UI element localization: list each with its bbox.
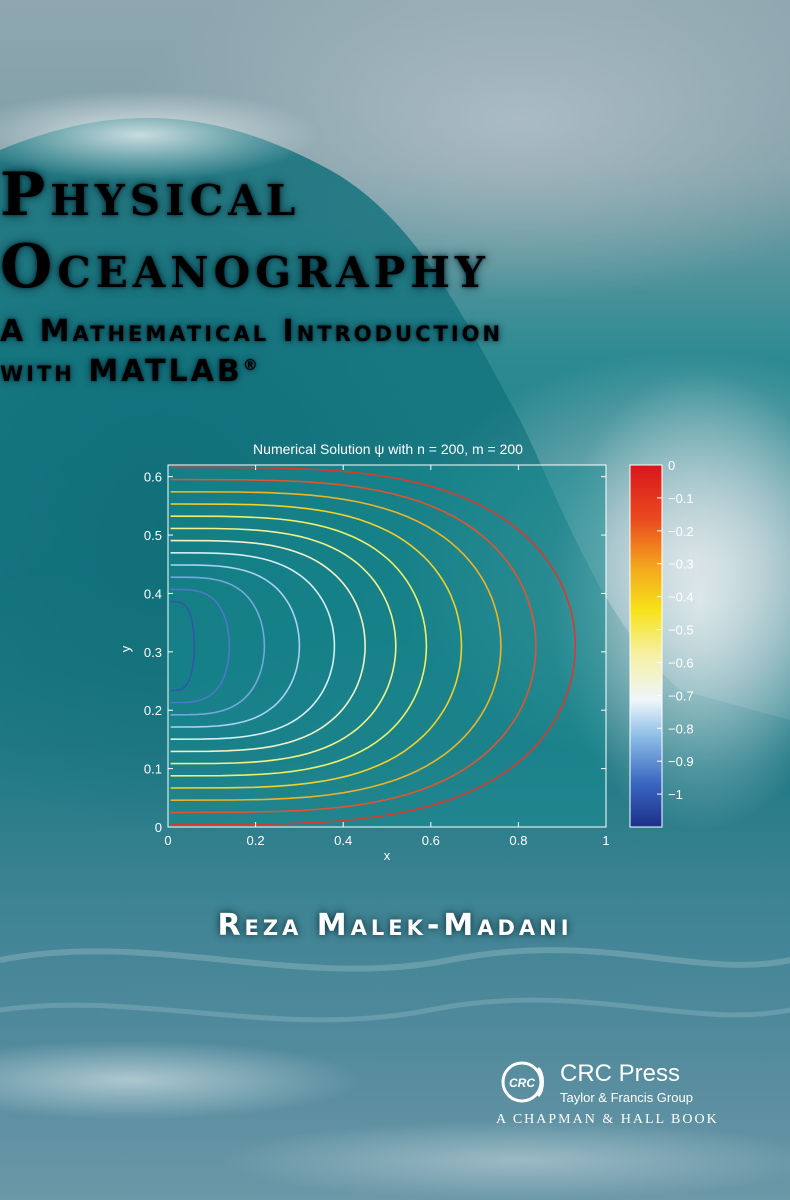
x-tick-label: 1 xyxy=(602,833,609,848)
book-author: Reza Malek-Madani xyxy=(217,908,573,943)
x-tick-label: 0.4 xyxy=(334,833,352,848)
contour-lines xyxy=(170,466,577,826)
colorbar-tick-label: 0 xyxy=(668,458,675,473)
colorbar-tick-label: −0.8 xyxy=(668,721,694,736)
colorbar-tick-label: −0.4 xyxy=(668,590,694,605)
colorbar-tick-label: −0.5 xyxy=(668,623,694,638)
contour-line xyxy=(170,588,231,704)
subtitle-text: with MATLAB xyxy=(0,354,243,389)
contour-line xyxy=(170,478,537,814)
book-subtitle-line1: A Mathematical Introduction xyxy=(0,314,504,349)
contour-line xyxy=(170,552,336,740)
publisher-imprint: A CHAPMAN & HALL BOOK xyxy=(496,1112,719,1127)
svg-text:CRC: CRC xyxy=(509,1076,535,1090)
crc-logo-icon: CRC xyxy=(501,1061,544,1103)
x-axis-ticks: 0 0.2 0.4 0.6 0.8 1 xyxy=(164,465,610,848)
publisher-block: CRC CRC Press Taylor & Francis Group A C… xyxy=(496,1052,736,1142)
contour-line xyxy=(170,466,577,826)
colorbar-tick-label: −0.9 xyxy=(668,754,694,769)
x-tick-label: 0.2 xyxy=(247,833,265,848)
book-title-line1: Physical xyxy=(0,160,301,230)
contour-line xyxy=(170,503,463,789)
colorbar-tick-label: −0.2 xyxy=(668,524,694,539)
x-tick-label: 0.6 xyxy=(422,833,440,848)
y-tick-label: 0.3 xyxy=(144,645,162,660)
x-tick-label: 0 xyxy=(164,833,171,848)
chart-title: Numerical Solution ψ with n = 200, m = 2… xyxy=(253,441,523,457)
x-axis-label: x xyxy=(384,848,391,863)
book-title-line2: Oceanography xyxy=(0,232,490,302)
y-tick-label: 0.1 xyxy=(144,762,162,777)
book-subtitle-line2: with MATLAB® xyxy=(0,354,790,389)
colorbar-tick-label: −0.7 xyxy=(668,688,694,703)
contour-plot: Numerical Solution ψ with n = 200, m = 2… xyxy=(120,435,720,875)
y-axis-label: y xyxy=(120,645,133,652)
colorbar-ticks: 0 −0.1 −0.2 −0.3 −0.4 −0.5 −0.6 −0.7 −0.8 −0.9 −1 xyxy=(657,458,694,802)
colorbar-tick-label: −0.6 xyxy=(668,655,694,670)
y-tick-label: 0.4 xyxy=(144,586,162,601)
plot-svg: 0 0.2 0.4 0.6 0.8 1 0 0.1 0.2 0.3 0.4 0.5 0.6 x y 0… xyxy=(120,458,694,863)
y-tick-label: 0.6 xyxy=(144,470,162,485)
contour-line xyxy=(170,515,428,777)
contour-line xyxy=(170,564,301,728)
y-tick-label: 0.2 xyxy=(144,703,162,718)
plot-area xyxy=(167,464,607,828)
colorbar-tick-label: −1 xyxy=(668,787,683,802)
publisher-group: Taylor & Francis Group xyxy=(560,1090,693,1105)
contour-line xyxy=(170,491,502,801)
y-tick-label: 0 xyxy=(155,820,162,835)
colorbar-tick-label: −0.1 xyxy=(668,491,694,506)
registered-mark: ® xyxy=(242,356,261,374)
contour-line xyxy=(170,576,266,716)
contour-line xyxy=(170,600,196,692)
contour-line xyxy=(170,539,366,753)
y-axis-ticks: 0 0.1 0.2 0.3 0.4 0.5 0.6 xyxy=(144,470,606,835)
publisher-name: CRC Press xyxy=(560,1060,681,1087)
y-tick-label: 0.5 xyxy=(144,528,162,543)
contour-line xyxy=(170,527,397,765)
colorbar-tick-label: −0.3 xyxy=(668,557,694,572)
colorbar xyxy=(629,464,663,828)
x-tick-label: 0.8 xyxy=(509,833,527,848)
